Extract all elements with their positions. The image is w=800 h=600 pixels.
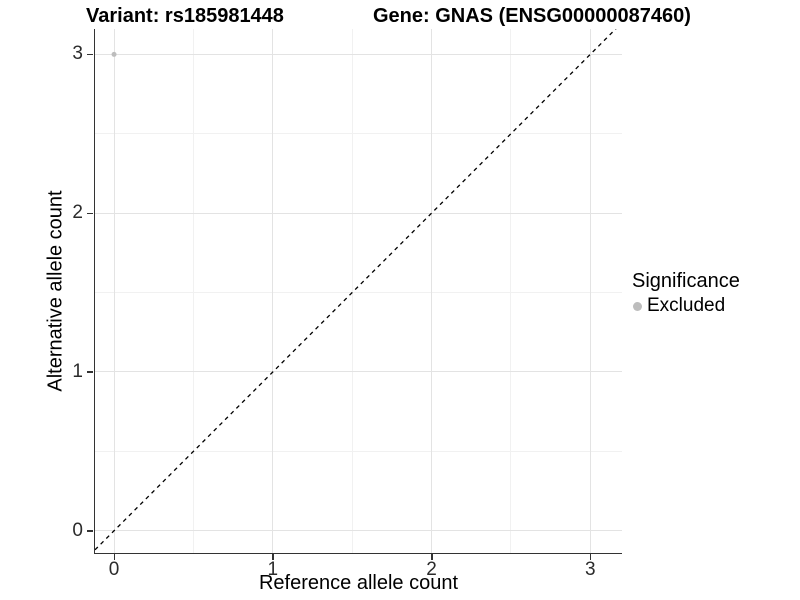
y-tick-mark [87,53,93,56]
chart-title-variant: Variant: rs185981448 [86,5,284,27]
gridline-minor-horizontal [95,292,622,294]
y-tick-mark [87,371,93,373]
legend: Significance Excluded [628,268,740,318]
y-tick-mark [87,212,93,215]
gridline-minor-vertical [351,29,353,553]
dot-icon [633,301,642,311]
gridline-major-horizontal [95,371,622,373]
gridline-minor-vertical [510,29,512,553]
x-tick-mark [272,554,274,560]
x-tick-label: 1 [267,559,279,580]
x-tick-mark [589,554,592,560]
x-tick-mark [113,554,116,560]
legend-title: Significance [632,270,740,292]
gridline-major-vertical [589,29,591,553]
x-axis-title: Reference allele count [258,572,458,594]
legend-item: Excluded [628,294,740,318]
gridline-major-horizontal [95,530,622,532]
y-tick-mark [87,530,93,532]
plot-panel: 0 1 2 3 0 1 2 3 [72,29,622,580]
gridline-major-vertical [431,29,433,553]
y-tick-label: 0 [72,519,83,541]
plot-layer [95,29,617,551]
gridline-minor-horizontal [95,450,622,452]
gridline-minor-vertical [192,29,194,553]
data-point [111,51,117,57]
gridline-major-horizontal [95,53,622,55]
legend-item-label: Excluded [647,295,726,316]
gridline-minor-horizontal [95,133,622,135]
chart-title-gene: Gene: GNAS (ENSG00000087460) [373,5,691,27]
y-tick-label: 2 [72,202,83,224]
y-tick-label: 3 [72,43,83,65]
gridline-major-vertical [272,29,274,553]
gridline-major-horizontal [95,212,622,214]
y-tick-label: 1 [72,360,83,382]
identity-dashed-line [95,29,617,551]
x-tick-label: 3 [584,559,596,580]
x-tick-mark [431,554,433,560]
x-tick-label: 2 [426,559,437,580]
x-tick-label: 0 [108,559,120,580]
gridline-major-vertical [113,29,115,553]
